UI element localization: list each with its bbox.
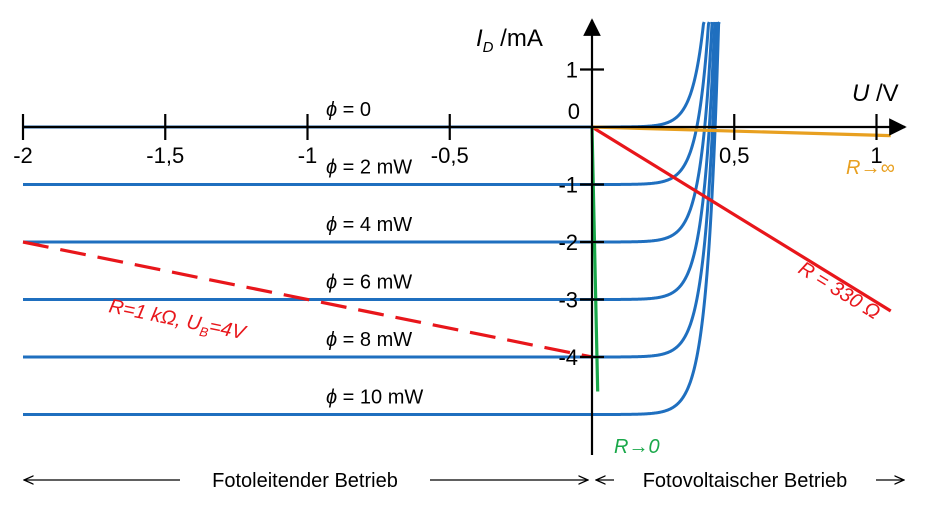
load-line <box>22 240 593 359</box>
flux-label: ϕ = 0 <box>326 99 371 121</box>
x-tick-label: 0,5 <box>719 143 750 168</box>
y-axis-title: ID /mA <box>476 25 543 56</box>
load-line <box>591 125 892 313</box>
y-tick-label: 1 <box>566 58 578 83</box>
flux-label: ϕ = 2 mW <box>326 157 412 179</box>
x-tick-label: -1 <box>298 143 318 168</box>
region-label: Fotoleitender Betrieb <box>212 470 398 492</box>
y-tick-label: -3 <box>558 288 578 313</box>
x-tick-label: -0,5 <box>431 143 469 168</box>
labels: ϕ = 0 ϕ = 2 mW ϕ = 4 mW ϕ = 6 mW ϕ = 8 mW ϕ =… <box>106 99 895 458</box>
flux-label: ϕ = 10 mW <box>326 387 423 409</box>
flux-label: ϕ = 8 mW <box>326 329 412 351</box>
y-tick-label: -4 <box>558 345 578 370</box>
y-tick-label: -1 <box>558 173 578 198</box>
x-tick-label: -2 <box>13 143 33 168</box>
x-axis-title: U /V <box>852 80 899 107</box>
load-line-label: R→∞ <box>846 157 895 179</box>
load-line-label: R = 330 Ω <box>794 258 883 325</box>
y-tick-label: -2 <box>558 230 578 255</box>
x-tick-label: -1,5 <box>146 143 184 168</box>
axes: -2 -1,5 -1 -0,5 0,5 1 1 0 -1 -2 -3 -4 U /V ID /mA <box>13 18 907 455</box>
region-label: Fotovoltaischer Betrieb <box>643 470 848 492</box>
regions: Fotoleitender Betrieb Fotovoltaischer Bet… <box>24 470 904 492</box>
flux-label: ϕ = 4 mW <box>326 214 412 236</box>
x-tick-label: 1 <box>870 143 882 168</box>
load-line-label: R→0 <box>614 436 660 458</box>
diode-curve-series <box>23 21 721 417</box>
y-tick-label: 0 <box>568 99 580 124</box>
load-line-label: R=1 kΩ, UB=4V <box>106 295 248 347</box>
load-line <box>591 125 891 138</box>
flux-label: ϕ = 6 mW <box>326 272 412 294</box>
diode-curve-series <box>23 21 714 244</box>
